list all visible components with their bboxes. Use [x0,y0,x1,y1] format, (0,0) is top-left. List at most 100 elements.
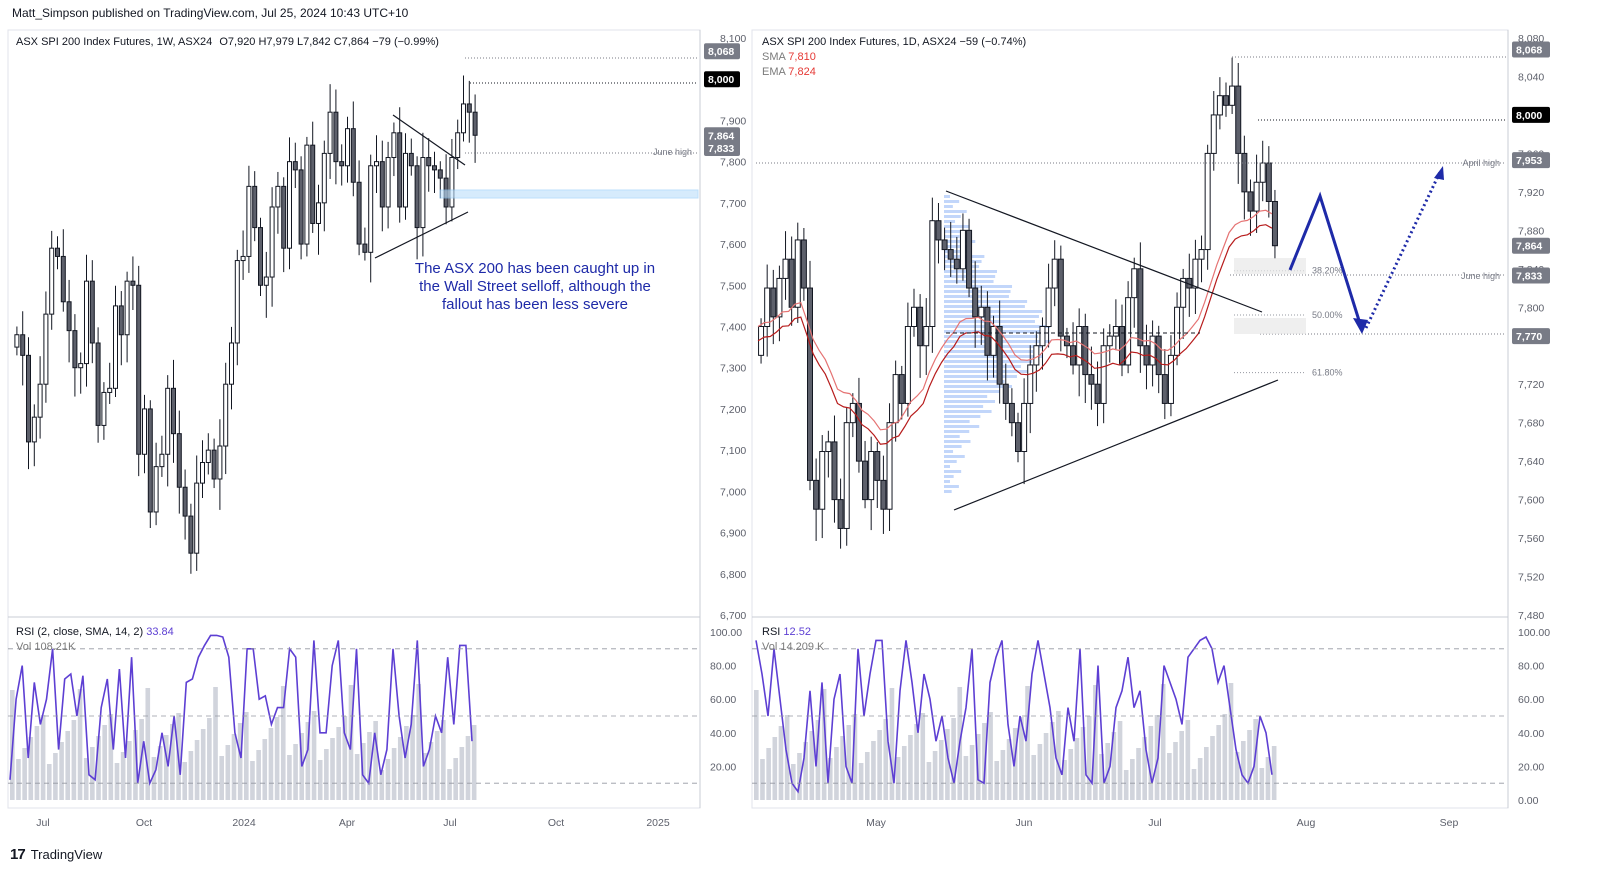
right-rsi-tick: 100.00 [1518,627,1550,639]
candle-body [1253,181,1260,212]
candle-body [316,202,321,224]
left-vol-value: 108.21K [34,641,76,653]
right-legend[interactable]: ASX SPI 200 Index Futures, 1D, ASX24 −59… [762,36,1026,78]
panel-borders [7,29,1509,809]
candle-body [72,330,78,369]
projection-arrowhead [1353,318,1368,334]
volume-bar [22,748,27,800]
candle-body [917,306,924,347]
volume-bar [16,759,21,800]
right-candlesticks[interactable] [758,57,1278,549]
left-rsi-line [9,634,473,787]
volume-profile-bar [944,400,995,403]
candle-body [911,306,917,327]
candle-body [107,387,113,393]
candle-body [385,157,391,208]
volume-profile-bar [944,455,965,458]
volume-bar [815,720,821,800]
fib-label: 50.00% [1312,310,1343,320]
volume-bar [1006,739,1012,800]
candle-body [1265,162,1272,202]
footer-brand[interactable]: 17 TradingView [10,846,102,863]
volume-bar [422,753,428,800]
price-tag-bg [1512,106,1550,123]
candle-body [165,387,171,455]
left-y-tick-7100: 7,100 [720,445,746,457]
volume-bar [83,758,89,800]
candle-body [1241,152,1248,193]
left-vol-label: Vol [16,641,32,653]
volume-profile-bar [944,460,957,463]
volume-bar [1148,726,1154,800]
volume-profile-bar [944,310,1043,313]
volume-profile-bar [944,315,1039,318]
candle-body [880,479,887,510]
volume-bar [465,736,471,800]
right-rsi-tick: 60.00 [1518,694,1544,706]
candle-body [130,280,136,286]
volume-profile-bar [944,300,1028,303]
candle-body [43,313,49,385]
candle-body [292,161,298,171]
left-triangle-upper-line [392,114,466,166]
volume-profile-bar [944,360,1033,363]
projection-dotted-arrow [1364,171,1442,329]
volume-profile-bar [944,205,953,208]
candle-body [1259,162,1266,183]
candle-body [935,220,942,241]
candle-body [466,103,472,113]
volume-bar [772,737,778,800]
right-vol-value: 14.209 K [780,641,825,653]
candle-body [217,445,223,480]
candle-body [298,169,304,245]
left-legend[interactable]: ASX SPI 200 Index Futures, 1W, ASX24 O7,… [16,36,439,48]
volume-bar [1210,736,1215,800]
right-rsi-label: RSI [762,626,781,638]
volume-bar [1062,760,1067,800]
candle-body [776,277,783,318]
volume-bar [988,712,993,800]
volume-profile-bar [944,385,1013,388]
candle-body [437,169,443,179]
candle-body [959,229,966,270]
candle-body [258,227,263,286]
volume-profile-bar [944,230,965,233]
candle-body [1125,297,1132,366]
left-zone-rect [439,189,699,199]
right-y-tick-7680: 7,680 [1518,418,1544,430]
candle-body [362,243,368,253]
volume-bar [1012,728,1018,800]
volume-bar [877,730,882,800]
candle-body [1161,374,1168,404]
candle-body [95,342,101,426]
candle-body [807,287,813,481]
left-candlesticks[interactable] [14,75,478,574]
candle-body [862,460,869,501]
volume-bar [120,752,126,800]
candle-body [37,383,43,418]
volume-bar [361,743,366,800]
candle-body [223,383,229,447]
volume-bar [1228,683,1234,800]
drawings-layer[interactable]: June high April high June high 38.20% 50.00%… [374,56,1506,511]
volume-bar [945,729,950,800]
volume-bar [895,757,901,800]
volume-profile-bar [944,210,967,213]
candle-body [66,301,72,332]
volume-bar [40,715,46,800]
volume-bar [194,740,200,800]
volume-bar [951,718,956,800]
volume-bar [293,744,298,800]
candle-body [310,144,316,224]
volume-bar [1247,730,1252,800]
left-rsi-tick: 60.00 [710,694,736,706]
candle-body [159,453,165,468]
volume-bar [1049,722,1055,800]
volume-bar [231,734,237,800]
candle-body [1271,200,1278,247]
candle-body [287,161,292,249]
candle-body [831,441,838,501]
ema-label: EMA [762,66,786,78]
volume-bar [766,748,771,800]
